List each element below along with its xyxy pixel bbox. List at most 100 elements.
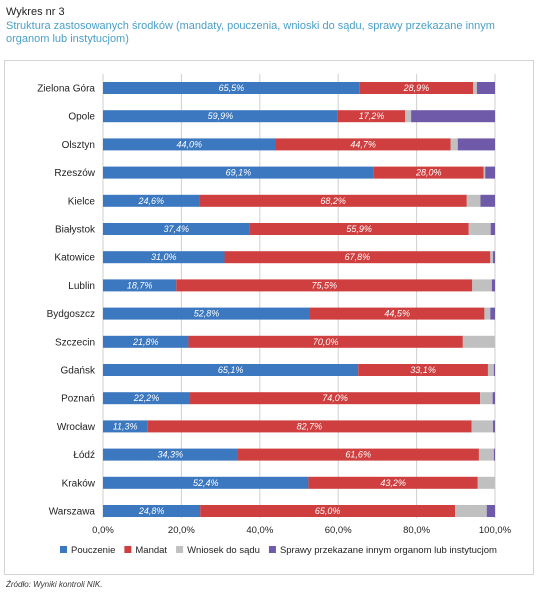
category-label: Rzeszów xyxy=(54,168,95,179)
data-label: 44,5% xyxy=(384,309,410,319)
bar-segment xyxy=(473,82,477,94)
data-label: 28,0% xyxy=(415,168,442,178)
data-label: 70,0% xyxy=(313,337,339,347)
bar-segment xyxy=(103,82,360,94)
category-label: Gdańsk xyxy=(61,366,96,377)
bar-segment xyxy=(176,279,473,292)
category-label: Bydgoszcz xyxy=(47,309,95,320)
legend-entry: Pouczenie xyxy=(71,545,115,556)
category-label: Warszawa xyxy=(49,507,96,518)
x-tick-label: 40,0% xyxy=(246,525,273,536)
x-tick-label: 100,0% xyxy=(479,525,512,536)
bar-segment xyxy=(103,166,374,179)
bar-segment xyxy=(493,251,495,264)
data-label: 69,1% xyxy=(226,168,252,178)
figure-label: Wykres nr 3 xyxy=(6,6,65,18)
category-label: Kielce xyxy=(68,196,96,207)
bar-segment xyxy=(472,279,492,292)
bar-segment xyxy=(103,279,177,292)
legend-swatch xyxy=(268,546,276,553)
data-label: 34,3% xyxy=(157,450,183,460)
bar-segment xyxy=(490,307,495,320)
bar-segment xyxy=(190,392,481,405)
data-label: 68,2% xyxy=(320,196,346,206)
bar-segment xyxy=(466,194,481,207)
bar-segment xyxy=(103,420,148,433)
bar-segment xyxy=(373,166,484,179)
legend-swatch xyxy=(124,546,132,553)
bar-segment xyxy=(478,448,494,461)
bar-segment xyxy=(477,476,495,489)
category-label: Lublin xyxy=(68,281,95,292)
bar-segment xyxy=(493,364,495,376)
legend-entry: Wniosek do sądu xyxy=(187,545,260,556)
data-label: 75,5% xyxy=(312,280,338,290)
bar-segment xyxy=(471,420,494,433)
data-label: 17,2% xyxy=(359,111,385,121)
bar-segment xyxy=(480,392,493,405)
bar-segment xyxy=(485,166,495,179)
bar-segment xyxy=(493,448,495,461)
bar-segment xyxy=(484,307,491,320)
data-label: 65,5% xyxy=(219,83,245,93)
category-label: Katowice xyxy=(54,253,95,264)
category-label: Olsztyn xyxy=(62,140,95,151)
bar-segment xyxy=(476,82,495,94)
legend-entry: Sprawy przekazane innym organom lub inst… xyxy=(280,545,497,556)
bar-segment xyxy=(483,166,486,179)
data-label: 67,8% xyxy=(345,252,371,262)
bar-segment xyxy=(358,364,488,376)
data-label: 24,6% xyxy=(137,196,164,206)
bar-segment xyxy=(309,307,485,320)
bar-segment xyxy=(359,82,474,94)
bar-segment xyxy=(103,138,276,151)
x-tick-label: 20,0% xyxy=(168,525,195,536)
bar-segment xyxy=(103,448,238,461)
data-label: 22,2% xyxy=(133,393,160,403)
bar-segment xyxy=(237,448,479,461)
bar-segment xyxy=(103,307,310,320)
bar-segment xyxy=(411,110,495,123)
data-label: 44,7% xyxy=(350,139,376,149)
bar-segment xyxy=(450,138,458,151)
bar-segment xyxy=(249,223,469,235)
bar-segment xyxy=(491,279,495,292)
category-label: Wrocław xyxy=(57,422,96,433)
bar-segment xyxy=(490,251,494,264)
data-label: 11,3% xyxy=(113,421,138,431)
bar-segment xyxy=(308,476,478,489)
bar-segment xyxy=(492,392,495,405)
bar-segment xyxy=(103,364,359,376)
data-label: 43,2% xyxy=(380,478,406,488)
bar-segment xyxy=(486,505,495,517)
data-label: 18,7% xyxy=(127,280,153,290)
legend-swatch xyxy=(60,546,67,553)
data-label: 52,8% xyxy=(194,309,220,319)
data-label: 31,0% xyxy=(151,252,177,262)
bar-segment xyxy=(490,223,495,235)
bar-segment xyxy=(480,194,495,207)
bar-segment xyxy=(199,194,467,207)
data-label: 52,4% xyxy=(193,478,219,488)
data-label: 24,8% xyxy=(138,506,165,516)
data-label: 37,4% xyxy=(164,224,190,234)
category-label: Szczecin xyxy=(55,337,95,348)
x-tick-label: 0,0% xyxy=(92,525,114,536)
x-tick-label: 60,0% xyxy=(325,525,352,536)
legend-entry: Mandat xyxy=(135,545,167,556)
figure-title: Struktura zastosowanych środków (mandaty… xyxy=(6,20,495,45)
bar-segment xyxy=(337,110,406,123)
category-label: Zielona Góra xyxy=(37,84,95,95)
data-label: 44,0% xyxy=(176,139,202,149)
legend-swatch xyxy=(176,546,184,553)
bar-segment xyxy=(487,364,494,376)
bar-segment xyxy=(493,420,495,433)
bar-segment xyxy=(103,476,309,489)
bar-segment xyxy=(103,505,201,517)
bar-segment xyxy=(200,505,456,517)
data-label: 74,0% xyxy=(322,393,348,403)
bar-segment xyxy=(455,505,487,517)
data-label: 33,1% xyxy=(410,365,436,375)
data-label: 55,9% xyxy=(346,224,372,234)
